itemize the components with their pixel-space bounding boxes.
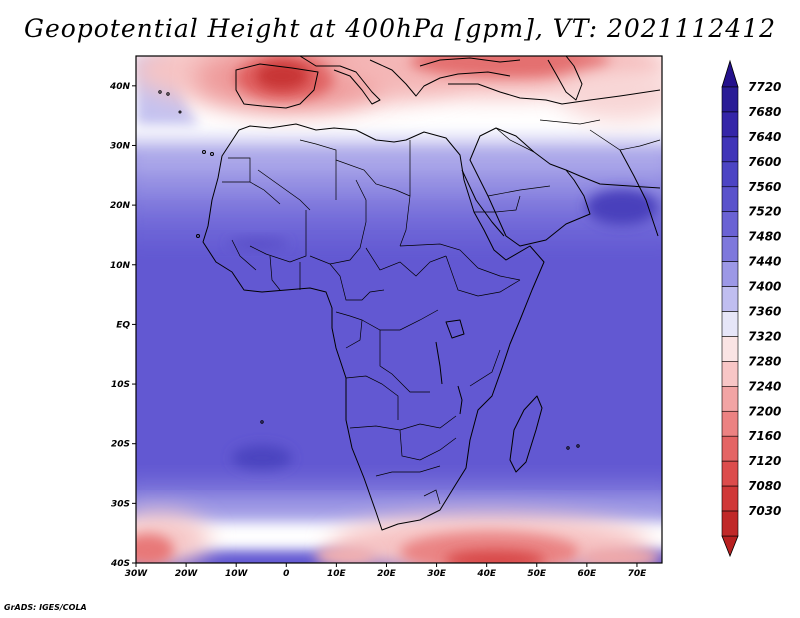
- colorbar-label: 7120: [748, 454, 781, 468]
- colorbar-swatch: [721, 111, 739, 138]
- madagascar-coastline: [509, 395, 543, 473]
- lat-tick-label: 30N: [110, 141, 131, 151]
- colorbar-swatch: [721, 86, 739, 113]
- colorbar-label: 7640: [748, 130, 781, 144]
- lon-tick-label: 20W: [175, 569, 199, 579]
- colorbar-label: 7520: [748, 205, 781, 219]
- colorbar-label: 7240: [748, 379, 781, 393]
- colorbar-label: 7680: [748, 105, 781, 119]
- colorbar-swatch: [721, 286, 739, 312]
- colorbar-label: 7440: [748, 255, 781, 269]
- africa-coastline: [202, 123, 545, 531]
- map-frame: [135, 55, 663, 564]
- lon-tick-label: 20E: [377, 569, 397, 579]
- colorbar-swatch: [721, 435, 739, 462]
- credit-text: GrADS: IGES/COLA: [4, 603, 87, 612]
- iberia-coastline: [235, 63, 319, 109]
- colorbar-label: 7360: [748, 305, 781, 319]
- lon-tick-label: 50E: [527, 569, 547, 579]
- lon-tick-label: 10E: [327, 569, 347, 579]
- colorbar-swatch: [721, 236, 739, 262]
- colorbar-label: 7720: [748, 80, 781, 94]
- lon-tick-label: 30W: [125, 569, 149, 579]
- lat-tick-label: 20N: [110, 201, 131, 211]
- latitude-axis: 40N 30N 20N 10N EQ 10S 20S 30S 40S: [109, 82, 136, 569]
- lon-tick-label: 40E: [476, 569, 497, 579]
- colorbar-swatch: [721, 161, 739, 188]
- colorbar-label: 7030: [748, 504, 781, 518]
- height-field: [136, 56, 662, 563]
- lat-tick-label: 10S: [111, 380, 130, 390]
- country-borders: [222, 119, 661, 505]
- lon-tick-label: 70E: [628, 569, 648, 579]
- colorbar-swatch: [721, 510, 739, 537]
- colorbar-label: 7560: [748, 180, 781, 194]
- colorbar-swatch: [721, 460, 739, 487]
- colorbar-label: 7600: [748, 155, 781, 169]
- colorbar-top-arrow: [721, 59, 739, 88]
- lat-tick-label: EQ: [116, 320, 130, 330]
- colorbar-swatch: [721, 261, 739, 287]
- colorbar-bottom-arrow: [721, 535, 739, 558]
- colorbar: 7720 7680 7640 7600 7560 7520 7480 7440 7400 7360…: [721, 59, 781, 558]
- colorbar-swatch: [721, 410, 739, 437]
- lon-tick-label: 30E: [427, 569, 447, 579]
- colorbar-swatch: [721, 386, 739, 412]
- colorbar-label: 7280: [748, 354, 781, 368]
- lat-tick-label: 30S: [111, 499, 130, 509]
- longitude-axis: 30W 20W 10W 0 10E 20E 30E 40E 50E 60E 70E: [125, 563, 647, 579]
- lat-tick-label: 10N: [110, 261, 131, 271]
- coastlines: [158, 56, 661, 531]
- colorbar-label: 7480: [748, 230, 781, 244]
- colorbar-label: 7160: [748, 429, 781, 443]
- lat-tick-label: 20S: [111, 440, 130, 450]
- lat-tick-label: 40N: [109, 82, 131, 92]
- colorbar-label: 7400: [748, 280, 781, 294]
- colorbar-swatch: [721, 136, 739, 163]
- colorbar-swatch: [721, 361, 739, 387]
- colorbar-swatch: [721, 485, 739, 512]
- colorbar-label: 7080: [748, 479, 781, 493]
- map-title: Geopotential Height at 400hPa [gpm], VT:…: [23, 14, 777, 43]
- colorbar-swatch: [721, 186, 739, 213]
- lon-tick-label: 60E: [578, 569, 598, 579]
- arabia-coastline: [469, 127, 591, 247]
- colorbar-swatch: [721, 311, 739, 337]
- colorbar-swatch: [721, 211, 739, 237]
- colorbar-swatch: [721, 336, 739, 362]
- lon-tick-label: 10W: [225, 569, 249, 579]
- colorbar-label: 7320: [748, 329, 781, 343]
- lon-tick-label: 0: [283, 569, 289, 579]
- colorbar-label: 7200: [748, 404, 781, 418]
- lat-tick-label: 40S: [110, 559, 130, 569]
